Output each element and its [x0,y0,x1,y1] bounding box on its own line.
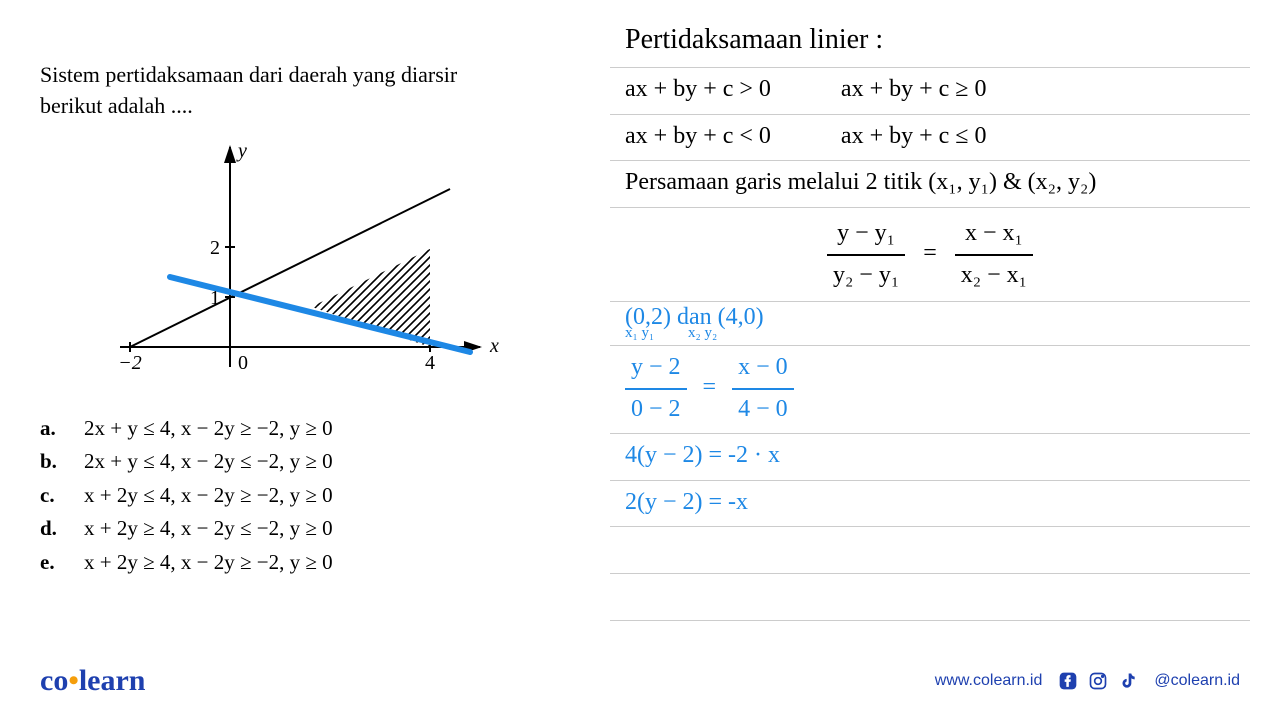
social-icons [1057,670,1139,692]
option-c-letter: c. [40,479,64,513]
step1: 4(y − 2) = -2 · x [610,434,1250,481]
facebook-icon [1057,670,1079,692]
formula-num-r: x − x₁ [955,214,1033,256]
empty-line-1 [610,527,1250,574]
option-c: x + 2y ≤ 4, x − 2y ≥ −2, y ≥ 0 [84,479,333,513]
svg-text:4: 4 [425,352,435,374]
sub-num-r: x − 0 [732,348,794,390]
svg-text:x: x [489,335,499,357]
line-eq-title: Persamaan garis melalui 2 titik (x₁, y₁)… [610,161,1250,208]
ineq4: ax + by + c ≤ 0 [841,117,987,157]
brand-dot: • [68,664,79,697]
svg-text:0: 0 [238,352,248,374]
formula-den-l: y₂ − y₁ [827,256,905,296]
brand-logo: co•learn [40,664,146,698]
inequality-graph: −2 0 4 1 2 x y [110,137,510,397]
brand-co: co [40,664,68,697]
ineq1: ax + by + c > 0 [625,70,771,110]
sub-den-r: 4 − 0 [732,390,794,430]
step2: 2(y − 2) = -x [610,481,1250,528]
sub-den-l: 0 − 2 [625,390,687,430]
tiktok-icon [1117,670,1139,692]
empty-line-2 [610,574,1250,621]
sub-num-l: y − 2 [625,348,687,390]
svg-text:−2: −2 [118,352,142,374]
ineq2: ax + by + c ≥ 0 [841,70,987,110]
question-line1: Sistem pertidaksamaan dari daerah yang d… [40,60,580,91]
question-text: Sistem pertidaksamaan dari daerah yang d… [40,60,580,122]
formula-den-r: x₂ − x₁ [955,256,1033,296]
option-a: 2x + y ≤ 4, x − 2y ≥ −2, y ≥ 0 [84,412,333,446]
formula-num-l: y − y₁ [827,214,905,256]
option-b: 2x + y ≤ 4, x − 2y ≤ −2, y ≥ 0 [84,445,333,479]
brand-learn: learn [79,664,146,697]
footer-url: www.colearn.id [935,672,1043,690]
svg-text:2: 2 [210,237,220,259]
ineq3: ax + by + c < 0 [625,117,771,157]
option-d: x + 2y ≥ 4, x − 2y ≤ −2, y ≥ 0 [84,512,333,546]
option-b-letter: b. [40,445,64,479]
option-e-letter: e. [40,546,64,580]
footer: co•learn www.colearn.id @colearn.id [0,664,1280,698]
svg-text:1: 1 [210,287,220,309]
question-line2: berikut adalah .... [40,91,580,122]
notes-title: Pertidaksamaan linier : [610,15,1250,68]
option-e: x + 2y ≥ 4, x − 2y ≥ −2, y ≥ 0 [84,546,333,580]
solution-notes: Pertidaksamaan linier : ax + by + c > 0 a… [610,15,1250,621]
footer-handle: @colearn.id [1154,672,1240,690]
option-a-letter: a. [40,412,64,446]
svg-text:y: y [236,140,247,162]
answer-options: a. 2x + y ≤ 4, x − 2y ≥ −2, y ≥ 0 b. 2x + … [40,412,580,580]
option-d-letter: d. [40,512,64,546]
instagram-icon [1087,670,1109,692]
